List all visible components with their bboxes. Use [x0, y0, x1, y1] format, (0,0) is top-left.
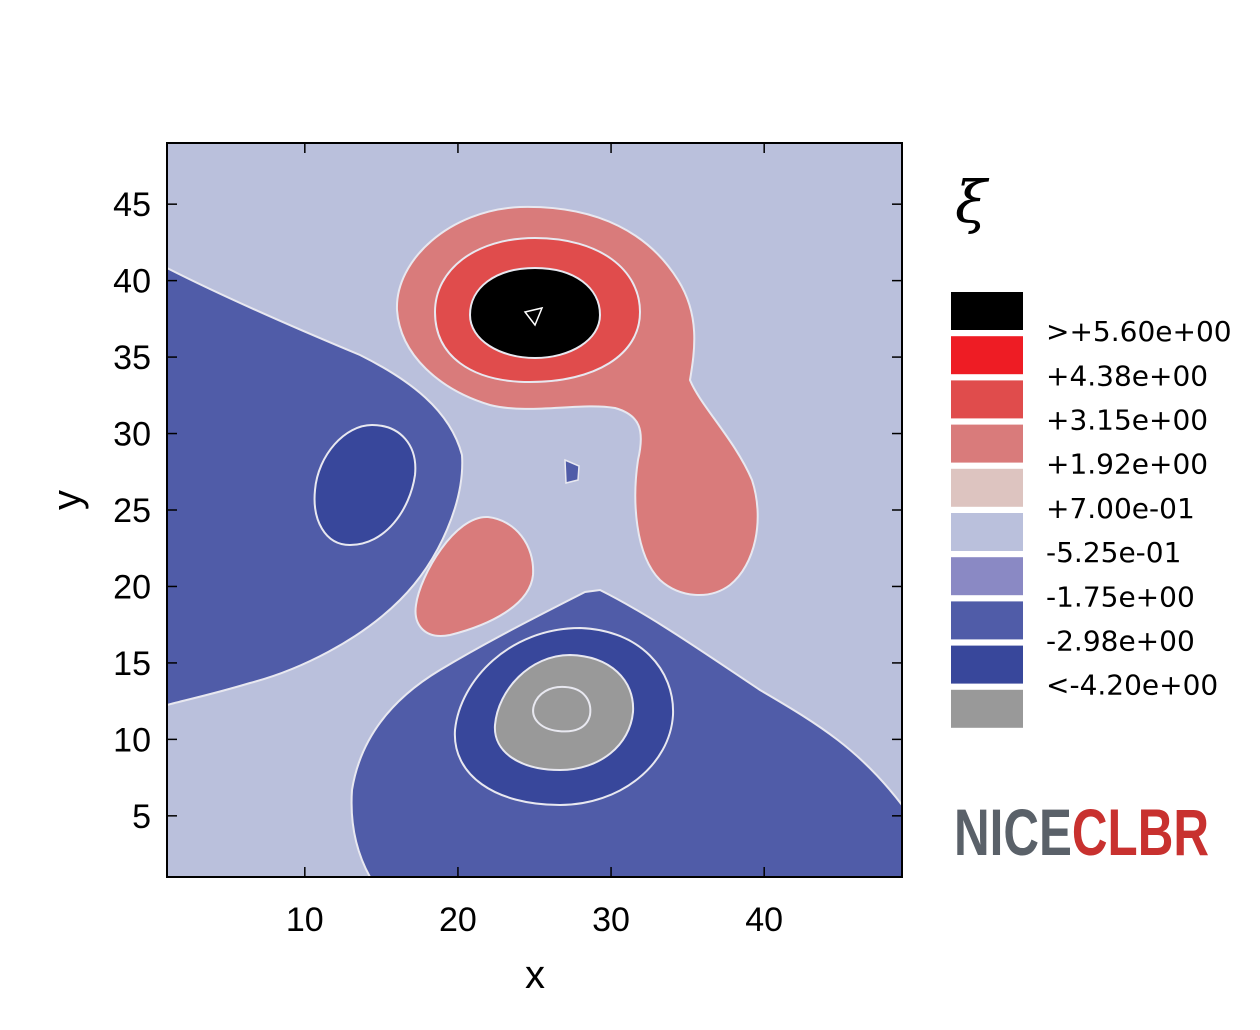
colorbar-swatch — [951, 380, 1023, 419]
small-negative-spot — [564, 458, 580, 484]
logo: NICECLBR — [954, 795, 1209, 869]
colorbar-level-label: >+5.60e+00 — [1046, 315, 1232, 348]
colorbar-swatch — [951, 513, 1023, 551]
colorbar-swatch — [951, 689, 1023, 728]
colorbar-level-label: <-4.20e+00 — [1046, 669, 1218, 702]
x-axis-ticks: 10 20 30 40 — [286, 143, 783, 939]
colorbar-swatch — [951, 601, 1023, 640]
y-tick-label: 5 — [132, 798, 151, 836]
colorbar-level-label: +4.38e+00 — [1046, 359, 1208, 392]
colorbar-level-label: +7.00e-01 — [1046, 492, 1195, 525]
bottom-minimum-inner-contour — [532, 685, 592, 733]
colorbar-level-label: +1.92e+00 — [1046, 448, 1208, 481]
y-tick-label: 35 — [113, 339, 151, 377]
y-tick-label: 10 — [113, 721, 151, 759]
top-maximum-core — [468, 266, 602, 360]
colorbar-swatch — [951, 645, 1023, 684]
x-tick-label: 20 — [439, 901, 477, 939]
colorbar-swatch — [951, 468, 1023, 507]
x-axis-label: x — [525, 953, 545, 997]
x-tick-label: 40 — [745, 901, 783, 939]
colorbar-swatch — [951, 292, 1023, 330]
colorbar-swatch — [951, 557, 1023, 596]
colorbar-swatch — [951, 336, 1023, 375]
y-tick-label: 25 — [113, 492, 151, 530]
bottom-minimum-core — [493, 653, 635, 772]
logo-part-1: NICE — [954, 795, 1072, 869]
colorbar-level-label: -2.98e+00 — [1046, 625, 1195, 658]
top-maximum-peak-marker — [523, 306, 544, 327]
y-tick-label: 45 — [113, 186, 151, 224]
y-tick-label: 15 — [113, 645, 151, 683]
colorbar-title: ξ — [955, 168, 990, 236]
plot-area — [167, 143, 902, 877]
colorbar-level-label: -5.25e-01 — [1046, 536, 1181, 569]
x-tick-label: 10 — [286, 901, 324, 939]
y-axis-ticks: 5 10 15 20 25 30 35 40 45 — [113, 186, 902, 836]
logo-part-2: CLBR — [1072, 795, 1209, 869]
colorbar-level-label: +3.15e+00 — [1046, 404, 1208, 437]
y-tick-label: 30 — [113, 416, 151, 454]
colorbar-level-label: -1.75e+00 — [1046, 580, 1195, 613]
y-axis-label: y — [45, 490, 89, 510]
x-tick-label: 30 — [592, 901, 630, 939]
y-tick-label: 20 — [113, 568, 151, 606]
left-minimum-blob — [313, 423, 417, 547]
colorbar: >+5.60e+00 +4.38e+00 +3.15e+00 +1.92e+00 +7.… — [951, 292, 1232, 728]
y-tick-label: 40 — [113, 263, 151, 301]
colorbar-swatch — [951, 424, 1023, 463]
lower-positive-blob — [414, 515, 535, 637]
